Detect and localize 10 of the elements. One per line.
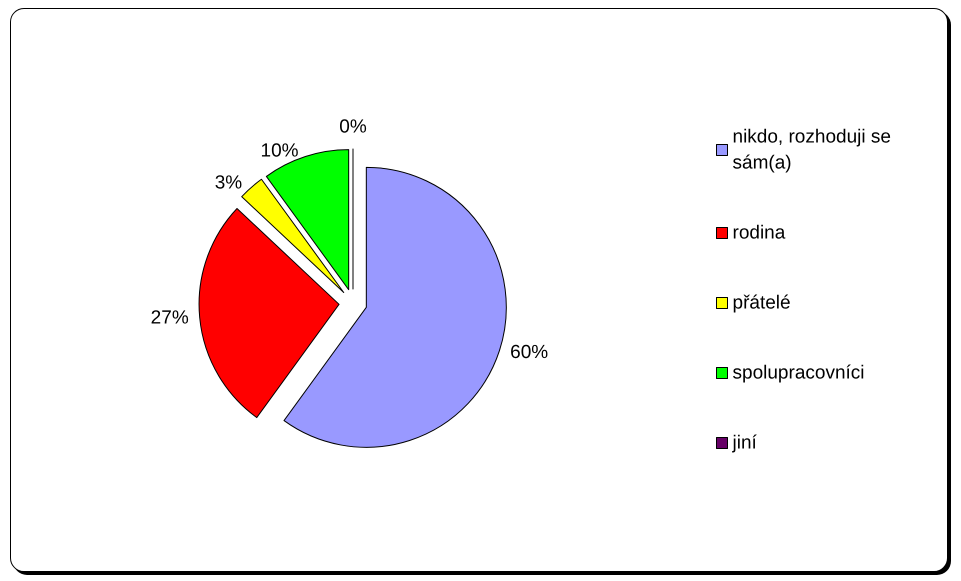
legend-label: jiní (732, 432, 758, 454)
data-label: 60% (510, 342, 548, 363)
text: 0% (339, 116, 367, 138)
data-label: 10% (260, 140, 299, 162)
legend-label: nikdo, rozhoduji se sám(a) (732, 126, 896, 174)
data-label: 3% (214, 172, 242, 194)
legend-label: spolupracovníci (732, 362, 865, 384)
legend-label: rodina (732, 222, 786, 244)
data-label: 27% (150, 308, 189, 329)
legend-label: přátelé (732, 292, 791, 314)
